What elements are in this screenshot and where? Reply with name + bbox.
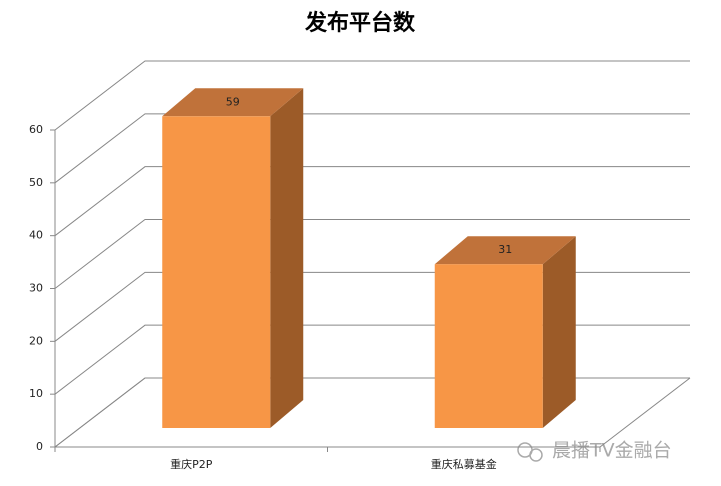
y-tick-label: 60 — [29, 123, 43, 136]
y-tick-label: 10 — [29, 387, 43, 400]
floor-edge — [599, 377, 691, 448]
y-tick-label: 40 — [29, 229, 43, 242]
x-tick-label: 重庆私募基金 — [431, 457, 497, 471]
y-tick-label: 30 — [29, 282, 43, 295]
floor-edge — [54, 377, 146, 448]
watermark: 晨播TV金融台 — [552, 440, 672, 462]
chart-title: 发布平台数 — [304, 10, 416, 36]
y-tick-label: 0 — [36, 440, 43, 453]
grid-line — [54, 219, 690, 289]
value-label: 31 — [498, 243, 512, 256]
y-tick-label: 20 — [29, 334, 43, 347]
x-tick-label: 重庆P2P — [170, 457, 213, 471]
bar — [434, 264, 543, 428]
bar-top — [434, 236, 576, 265]
bar-top — [162, 88, 304, 117]
bar-side — [542, 236, 576, 428]
watermark-group: 晨播TV金融台 — [517, 440, 672, 462]
bar-side — [270, 88, 304, 429]
watermark-icon — [529, 448, 543, 462]
grid-line — [54, 113, 690, 184]
grid-line — [54, 166, 690, 237]
grid-line — [54, 60, 690, 131]
value-label: 59 — [226, 95, 240, 108]
bar — [162, 116, 271, 429]
y-tick-label: 50 — [29, 176, 43, 189]
